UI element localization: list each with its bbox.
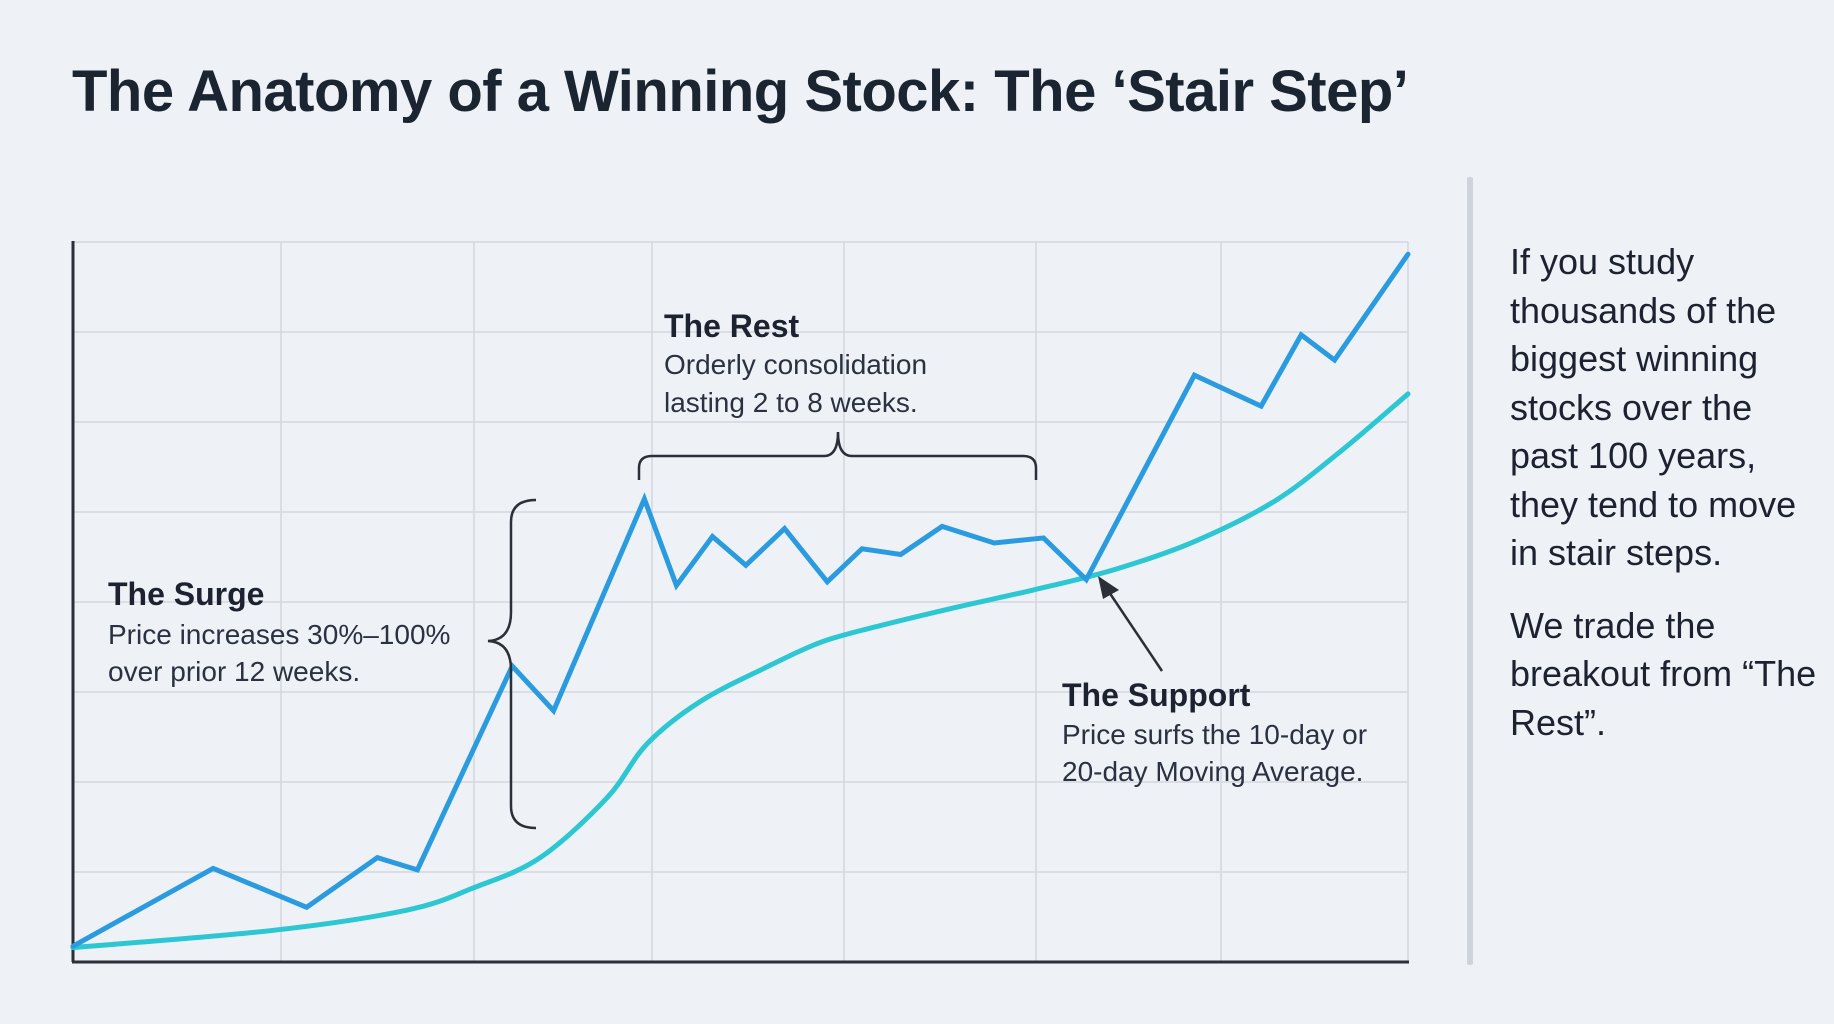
support-annotation: The Support Price surfs the 10-day or 20…: [1062, 677, 1367, 787]
support-arrow-head: [1098, 576, 1119, 599]
surge-annotation: The Surge Price increases 30%–100% over …: [108, 576, 450, 687]
surge-title: The Surge: [108, 576, 264, 612]
rest-brace: [637, 431, 1038, 480]
surge-brace: [487, 498, 537, 830]
rest-title: The Rest: [664, 308, 799, 344]
sidebar-paragraph-1: If you study thousands of the biggest wi…: [1510, 241, 1797, 573]
rest-line-2: lasting 2 to 8 weeks.: [664, 387, 918, 418]
page-title: The Anatomy of a Winning Stock: The ‘Sta…: [72, 59, 1409, 124]
moving-average-series: [70, 391, 1411, 951]
price-line: [70, 251, 1411, 949]
rest-line-1: Orderly consolidation: [664, 349, 927, 380]
support-arrow-line: [1105, 588, 1164, 672]
surge-line-1: Price increases 30%–100%: [108, 619, 450, 650]
surge-line-2: over prior 12 weeks.: [108, 656, 360, 687]
support-title: The Support: [1062, 677, 1251, 713]
support-line-1: Price surfs the 10-day or: [1062, 719, 1367, 750]
rest-annotation: The Rest Orderly consolidation lasting 2…: [664, 308, 927, 418]
moving-average-line: [70, 391, 1411, 951]
support-line-2: 20-day Moving Average.: [1062, 756, 1363, 787]
stair-step-chart: The Surge Price increases 30%–100% over …: [70, 241, 1411, 964]
chart-grid: [72, 241, 1409, 962]
sidebar-paragraph-2: We trade the breakout from “The Rest”.: [1510, 604, 1817, 743]
vertical-divider: [1467, 177, 1473, 965]
price-series: [70, 251, 1411, 949]
sidebar-text: If you study thousands of the biggest wi…: [1510, 238, 1825, 771]
